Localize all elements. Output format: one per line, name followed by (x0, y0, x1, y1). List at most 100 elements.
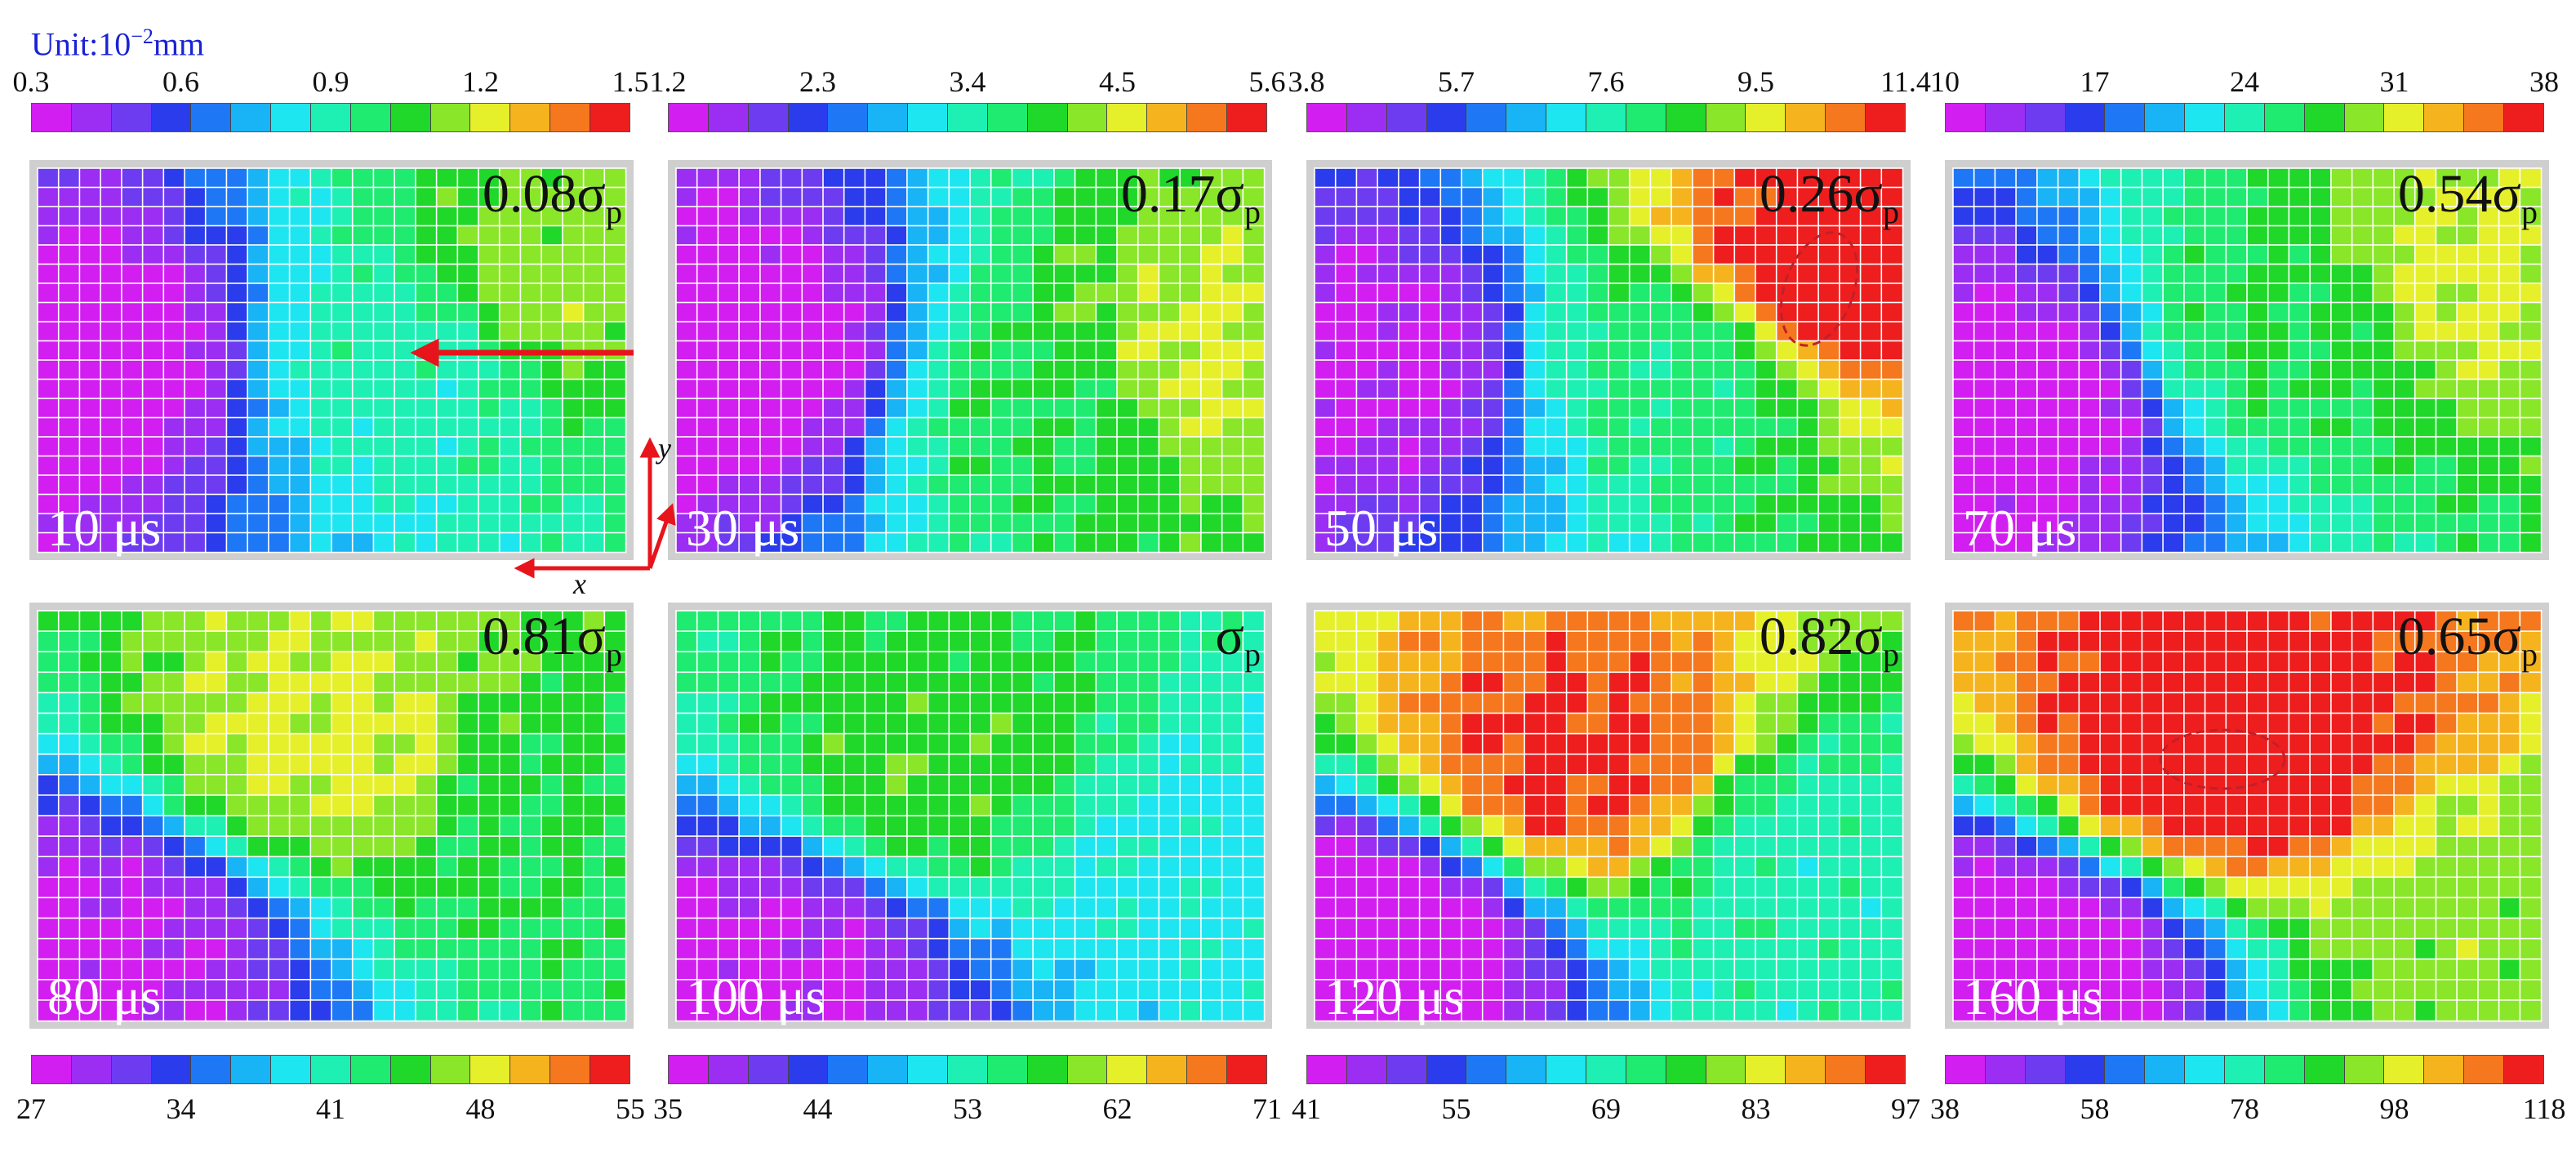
colorbar-tick-label: 1.2 (462, 65, 499, 98)
colorbar-segment (71, 1056, 112, 1083)
field-cells (675, 610, 1266, 1022)
colorbar-segment (590, 104, 630, 131)
colorbar-120us (1306, 1055, 1906, 1084)
colorbar-segment (1466, 1056, 1507, 1083)
stress-ratio-subscript: p (2521, 193, 2538, 231)
colorbar-tick-label: 1.5 (612, 65, 649, 98)
colorbar-segment (231, 1056, 272, 1083)
colorbar-tick-label: 118 (2522, 1092, 2566, 1125)
colorbar-tick-label: 69 (1591, 1092, 1621, 1125)
colorbar-tick-label: 55 (1441, 1092, 1471, 1125)
colorbar-segment (1027, 104, 1068, 131)
colorbar-segment (2464, 104, 2505, 131)
stress-ratio-value: 0.08σ (482, 164, 606, 224)
colorbar-tick-label: 58 (2080, 1092, 2110, 1125)
colorbar-segment (1866, 1056, 1905, 1083)
colorbar-segment (430, 104, 471, 131)
colorbar-segment (2185, 1056, 2226, 1083)
field-cells (1314, 167, 1904, 554)
colorbar-tick-label: 0.6 (162, 65, 199, 98)
colorbar-segment (2384, 104, 2425, 131)
colorbar-segment (32, 104, 72, 131)
colorbar-segment (748, 104, 789, 131)
colorbar-segment (1826, 1056, 1866, 1083)
colorbar-segment (151, 104, 192, 131)
colorbar-segment (748, 1056, 789, 1083)
colorbar-segment (311, 1056, 351, 1083)
colorbar-segment (2105, 104, 2146, 131)
time-label: 160 μs (1963, 967, 2103, 1025)
colorbar-segment (271, 1056, 312, 1083)
axis-label-y: y (658, 432, 671, 465)
colorbar-segment (2264, 104, 2305, 131)
colorbar-tick-label: 10 (1930, 65, 1960, 98)
colorbar-segment (2424, 104, 2465, 131)
colorbar-tick-label: 97 (1891, 1092, 1920, 1125)
colorbar-segment (390, 104, 431, 131)
colorbar-segment (590, 1056, 630, 1083)
colorbar-segment (669, 104, 709, 131)
colorbar-tick-label: 55 (616, 1092, 645, 1125)
colorbar-segment (1346, 1056, 1387, 1083)
panel-100us: σp 100 μs (668, 603, 1272, 1029)
colorbar-100us (668, 1055, 1267, 1084)
colorbar-segment (470, 104, 511, 131)
colorbar-tick-label: 5.6 (1248, 65, 1286, 98)
colorbar-segment (1985, 1056, 2026, 1083)
colorbar-tick-label: 41 (1292, 1092, 1321, 1125)
field-cells (1952, 167, 2543, 554)
colorbar-segment (2025, 1056, 2066, 1083)
time-label: 50 μs (1324, 499, 1439, 557)
colorbar-segment (1506, 104, 1547, 131)
colorbar-tick-label: 31 (2379, 65, 2409, 98)
field-map (1306, 603, 1911, 1029)
colorbar-tick-label: 44 (803, 1092, 833, 1125)
stress-ratio-value: 0.17σ (1120, 164, 1244, 224)
colorbar-segment (2145, 1056, 2186, 1083)
colorbar-segment (948, 104, 988, 131)
colorbar-segment (868, 1056, 909, 1083)
colorbar-segment (1426, 104, 1467, 131)
colorbar-segment (430, 1056, 471, 1083)
field-map (668, 160, 1272, 560)
panel-160us: 0.65σp 160 μs (1945, 603, 2549, 1029)
colorbar-tick-label: 71 (1252, 1092, 1282, 1125)
stress-ratio-label: 0.81σp (483, 606, 622, 674)
colorbar-segment (1227, 1056, 1266, 1083)
colorbar-160us (1945, 1055, 2544, 1084)
colorbar-segment (828, 1056, 869, 1083)
colorbar-segment (987, 1056, 1028, 1083)
stress-ratio-subscript: p (2521, 636, 2538, 674)
colorbar-segment (1187, 104, 1228, 131)
colorbar-segment (2065, 1056, 2106, 1083)
colorbar-segment (1826, 104, 1866, 131)
colorbar-segment (669, 1056, 709, 1083)
stress-ratio-value: 0.54σ (2397, 164, 2521, 224)
colorbar-segment (350, 104, 391, 131)
colorbar-segment (948, 1056, 988, 1083)
colorbar-segment (2384, 1056, 2425, 1083)
colorbar-tick-label: 78 (2230, 1092, 2259, 1125)
stress-ratio-subscript: p (606, 193, 622, 231)
colorbar-segment (1227, 104, 1266, 131)
colorbar-segment (2065, 104, 2106, 131)
field-cells (1952, 610, 2543, 1022)
field-map (1945, 160, 2549, 560)
colorbar-segment (1147, 1056, 1188, 1083)
colorbar-segment (1067, 1056, 1108, 1083)
stress-ratio-subscript: p (606, 636, 622, 674)
colorbar-segment (1706, 104, 1746, 131)
colorbar-ticks-70us: 10 17 24 31 38 (1930, 64, 2559, 100)
colorbar-tick-label: 24 (2230, 65, 2259, 98)
colorbar-80us (31, 1055, 630, 1084)
colorbar-tick-label: 0.9 (312, 65, 349, 98)
colorbar-segment (2344, 1056, 2385, 1083)
colorbar-segment (708, 1056, 749, 1083)
colorbar-tick-label: 17 (2080, 65, 2110, 98)
stress-ratio-value: 0.26σ (1759, 164, 1883, 224)
colorbar-segment (2264, 1056, 2305, 1083)
stress-ratio-value: 0.82σ (1759, 607, 1883, 666)
colorbar-segment (1586, 104, 1626, 131)
colorbar-segment (1307, 1056, 1347, 1083)
